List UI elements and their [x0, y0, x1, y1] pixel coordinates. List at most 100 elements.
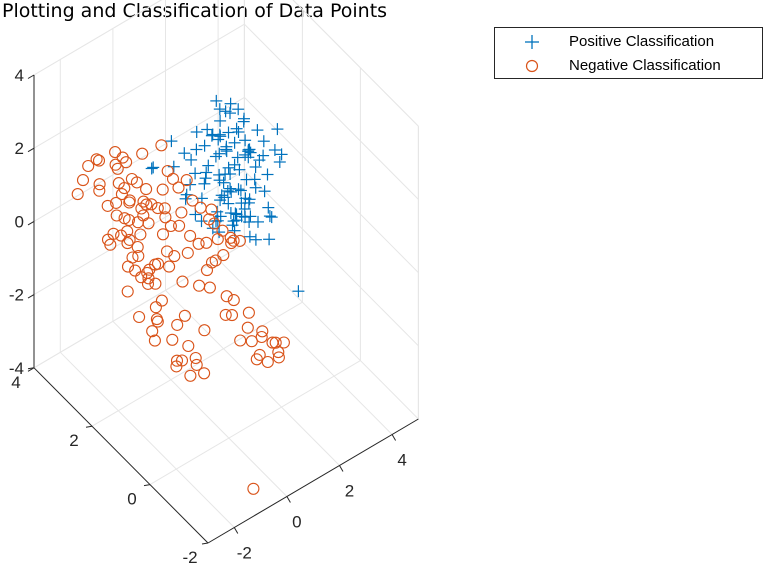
- grid-line: [112, 320, 288, 497]
- z-tick-label: -2: [9, 286, 24, 305]
- circle-marker: [129, 264, 142, 277]
- circle-marker: [173, 219, 186, 232]
- plus-marker: [224, 168, 237, 180]
- circle-marker: [140, 183, 153, 196]
- circle-marker: [109, 158, 122, 171]
- z-tick-mark: [27, 294, 35, 299]
- plus-marker: [222, 161, 235, 174]
- circle-marker: [220, 290, 233, 303]
- axes-lines: [27, 74, 419, 545]
- plus-marker: [210, 94, 223, 107]
- circle-marker: [227, 234, 240, 247]
- plus-marker: [230, 214, 243, 227]
- circle-marker: [190, 358, 203, 371]
- plus-marker: [145, 162, 158, 175]
- plus-marker: [239, 134, 252, 147]
- x-tick-label: 0: [292, 513, 301, 532]
- chart-title: Plotting and Classification of Data Poin…: [2, 0, 388, 22]
- plus-marker: [228, 158, 241, 171]
- plus-marker: [198, 177, 211, 190]
- grid-line: [244, 97, 419, 273]
- circle-marker: [200, 264, 214, 277]
- plus-marker: [195, 215, 208, 228]
- circle-marker: [266, 336, 279, 349]
- circle-marker: [161, 164, 174, 178]
- circle-marker: [272, 346, 285, 359]
- circle-marker: [149, 301, 162, 314]
- grid-line: [244, 243, 419, 420]
- plus-marker: [244, 146, 257, 159]
- y-tick-label: 0: [127, 490, 136, 509]
- circle-marker: [112, 177, 125, 190]
- plus-marker: [178, 147, 191, 160]
- plus-marker: [251, 124, 264, 137]
- grid-line: [165, 289, 340, 466]
- circle-marker: [135, 202, 148, 215]
- circle-marker: [198, 324, 211, 337]
- plus-marker: [234, 184, 247, 197]
- circle-marker: [151, 257, 165, 270]
- circle-marker: [170, 354, 184, 367]
- plus-marker: [240, 173, 253, 186]
- circle-marker: [155, 139, 168, 152]
- plus-marker: [232, 103, 245, 116]
- legend-label-negative: Negative Classification: [569, 57, 721, 74]
- circle-marker: [115, 229, 128, 242]
- plus-marker: [263, 210, 276, 223]
- grid-line: [217, 258, 393, 435]
- circle-marker: [101, 199, 114, 212]
- circle-marker: [115, 188, 128, 201]
- plus-marker: [243, 193, 256, 206]
- circle-marker: [170, 360, 183, 373]
- x-tick-label: 4: [397, 451, 406, 470]
- plus-marker: [257, 135, 270, 148]
- legend-label-positive: Positive Classification: [569, 33, 715, 50]
- circle-marker: [261, 355, 274, 369]
- circle-marker: [205, 203, 218, 216]
- plus-marker: [189, 167, 202, 180]
- circle-marker: [150, 313, 163, 326]
- plus-marker: [209, 150, 222, 163]
- plus-marker: [213, 226, 226, 239]
- circle-marker: [125, 172, 138, 186]
- plus-marker: [243, 230, 256, 243]
- plus-marker: [220, 140, 233, 153]
- legend: Positive Classification Negative Classif…: [494, 27, 763, 79]
- plus-marker: [214, 114, 227, 127]
- plus-marker: [237, 115, 250, 128]
- y-tick-mark: [201, 542, 209, 545]
- circle-marker: [200, 236, 213, 249]
- plus-marker: [262, 201, 275, 214]
- circle-marker: [93, 184, 106, 197]
- plus-marker: [198, 139, 211, 152]
- y-tick-label: -2: [182, 548, 197, 567]
- plus-marker: [261, 168, 274, 181]
- plus-marker: [242, 143, 255, 156]
- circle-marker: [166, 172, 180, 185]
- x-tick-mark: [286, 496, 291, 503]
- circle-marker: [121, 237, 134, 250]
- plus-marker: [202, 159, 215, 172]
- plus-marker: [213, 168, 226, 181]
- circle-marker: [225, 309, 239, 322]
- plus-marker: [263, 233, 276, 246]
- z-tick-label: -4: [9, 359, 24, 378]
- circle-marker: [209, 254, 222, 267]
- grid-line: [33, 0, 163, 76]
- circle-marker: [256, 325, 269, 338]
- circle-marker: [123, 196, 136, 209]
- plus-marker: [249, 161, 262, 173]
- x-tick-mark: [339, 465, 344, 472]
- plus-marker: [257, 149, 270, 162]
- plus-marker: [224, 107, 236, 120]
- circle-marker: [175, 206, 188, 219]
- circle-marker: [203, 281, 216, 294]
- z-tick-mark: [27, 220, 35, 226]
- plus-marker: [147, 161, 160, 174]
- legend-entry-negative: Negative Classification: [495, 54, 762, 78]
- z-tick-mark: [27, 367, 35, 372]
- circle-marker: [219, 308, 232, 321]
- series-negative: [71, 139, 290, 495]
- circle-marker: [142, 272, 155, 285]
- circle-marker: [90, 153, 103, 166]
